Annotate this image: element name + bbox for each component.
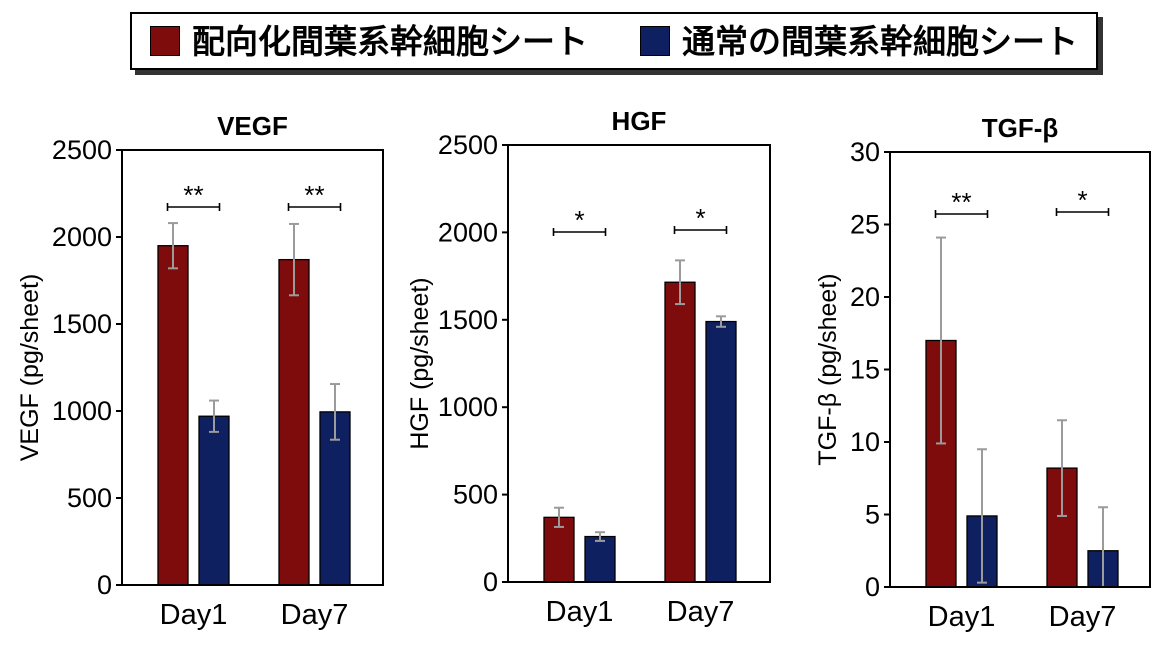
vegf-error-bar-day7-series-2 — [330, 383, 340, 441]
vegf-significance-day1: ** — [166, 180, 221, 211]
vegf-x-tick-label: Day7 — [281, 599, 349, 631]
tgf-beta-y-tick-label: 15 — [850, 355, 880, 385]
tgf-beta-y-tick-label: 5 — [865, 500, 880, 530]
tgf-beta-y-tick-label: 0 — [865, 572, 880, 602]
tgf-beta-x-tick-label: Day7 — [1049, 601, 1117, 633]
hgf-x-tick-label: Day1 — [546, 596, 614, 628]
tgf-beta-significance-day7: * — [1055, 185, 1110, 216]
tgf-beta-chart-title: TGF-β — [982, 113, 1059, 143]
vegf-y-tick-label: 0 — [97, 570, 112, 600]
tgf-beta-plot-frame — [889, 151, 1151, 588]
vegf-chart-title: VEGF — [217, 111, 288, 141]
legend-label: 配向化間葉系幹細胞シート — [192, 22, 588, 60]
tgf-beta-error-bar-day1-series-2 — [977, 448, 987, 584]
hgf-bar-day1-series-1 — [543, 516, 575, 583]
significance-stars: * — [574, 205, 584, 235]
hgf-error-bar-day1-series-2 — [595, 531, 605, 542]
significance-bracket — [1055, 208, 1110, 216]
vegf-error-bar-day1-series-1 — [168, 222, 178, 270]
hgf-error-bar-day7-series-2 — [716, 315, 726, 328]
hgf-chart-title: HGF — [612, 106, 667, 136]
hgf-significance-day1: * — [552, 205, 607, 236]
vegf-y-tick-label: 2500 — [52, 135, 112, 165]
hgf-y-tick-label: 2500 — [438, 130, 498, 160]
legend-item-normal-msc-sheet: 通常の間葉系幹細胞シート — [640, 14, 1078, 68]
significance-stars: * — [1077, 185, 1087, 215]
vegf-error-bar-day7-series-1 — [289, 222, 299, 297]
vegf-chart: VEGF VEGF (pg/sheet) 0 500 1000 1500 2000 2500 D… — [16, 111, 384, 631]
significance-bracket — [287, 203, 342, 211]
hgf-y-axis-label: HGF (pg/sheet) — [406, 277, 434, 449]
vegf-y-tick-label: 1000 — [52, 396, 112, 426]
hgf-y-tick-label: 0 — [483, 567, 498, 597]
significance-bracket — [166, 203, 221, 211]
tgf-beta-y-tick-label: 30 — [850, 137, 880, 167]
significance-bracket — [673, 226, 728, 234]
vegf-bar-day1-series-1 — [157, 245, 189, 586]
hgf-bar-day1-series-2 — [584, 535, 616, 583]
tgf-beta-error-bar-day7-series-1 — [1057, 419, 1067, 517]
significance-stars: ** — [183, 180, 203, 210]
tgf-beta-y-tick-label: 20 — [850, 282, 880, 312]
legend-swatch-red — [150, 26, 180, 56]
tgf-beta-chart: TGF-β TGF-β (pg/sheet) 0 5 10 15 20 25 30 Day1 Day… — [814, 113, 1151, 633]
tgf-beta-y-axis-label: TGF-β (pg/sheet) — [814, 273, 842, 465]
vegf-y-tick-label: 2000 — [52, 222, 112, 252]
vegf-bar-day1-series-2 — [198, 415, 230, 586]
legend: 配向化間葉系幹細胞シート 通常の間葉系幹細胞シート — [130, 12, 1098, 70]
hgf-bar-day7-series-2 — [705, 320, 737, 583]
legend-item-aligned-msc-sheet: 配向化間葉系幹細胞シート — [150, 14, 588, 68]
hgf-y-tick-label: 1500 — [438, 305, 498, 335]
significance-stars: * — [695, 203, 705, 233]
vegf-y-axis-label: VEGF (pg/sheet) — [16, 274, 44, 462]
hgf-y-tick-label: 500 — [453, 480, 498, 510]
vegf-bar-day7-series-1 — [278, 258, 310, 586]
vegf-x-tick-label: Day1 — [160, 599, 228, 631]
hgf-plot-frame — [507, 144, 771, 583]
legend-swatch-navy — [640, 26, 670, 56]
hgf-y-tick-label: 1000 — [438, 392, 498, 422]
hgf-y-tick-label: 2000 — [438, 217, 498, 247]
vegf-error-bar-day1-series-2 — [209, 399, 219, 433]
hgf-x-tick-label: Day7 — [667, 596, 735, 628]
vegf-y-tick-label: 1500 — [52, 309, 112, 339]
tgf-beta-error-bar-day1-series-1 — [936, 236, 946, 445]
hgf-error-bar-day7-series-1 — [675, 259, 685, 306]
vegf-significance-day7: ** — [287, 180, 342, 211]
tgf-beta-significance-day1: ** — [934, 187, 989, 218]
hgf-significance-day7: * — [673, 203, 728, 234]
hgf-error-bar-day1-series-1 — [554, 506, 564, 528]
hgf-bar-day7-series-1 — [664, 281, 696, 583]
significance-stars: ** — [951, 187, 971, 217]
legend-label: 通常の間葉系幹細胞シート — [682, 22, 1078, 60]
tgf-beta-y-tick-label: 25 — [850, 210, 880, 240]
significance-bracket — [552, 228, 607, 236]
significance-stars: ** — [304, 180, 324, 210]
significance-bracket — [934, 210, 989, 218]
tgf-beta-x-tick-label: Day1 — [928, 601, 996, 633]
hgf-chart: HGF HGF (pg/sheet) 0 500 1000 1500 2000 2500 Day… — [406, 106, 771, 628]
vegf-y-tick-label: 500 — [67, 483, 112, 513]
vegf-plot-frame — [121, 149, 384, 586]
tgf-beta-y-tick-label: 10 — [850, 427, 880, 457]
